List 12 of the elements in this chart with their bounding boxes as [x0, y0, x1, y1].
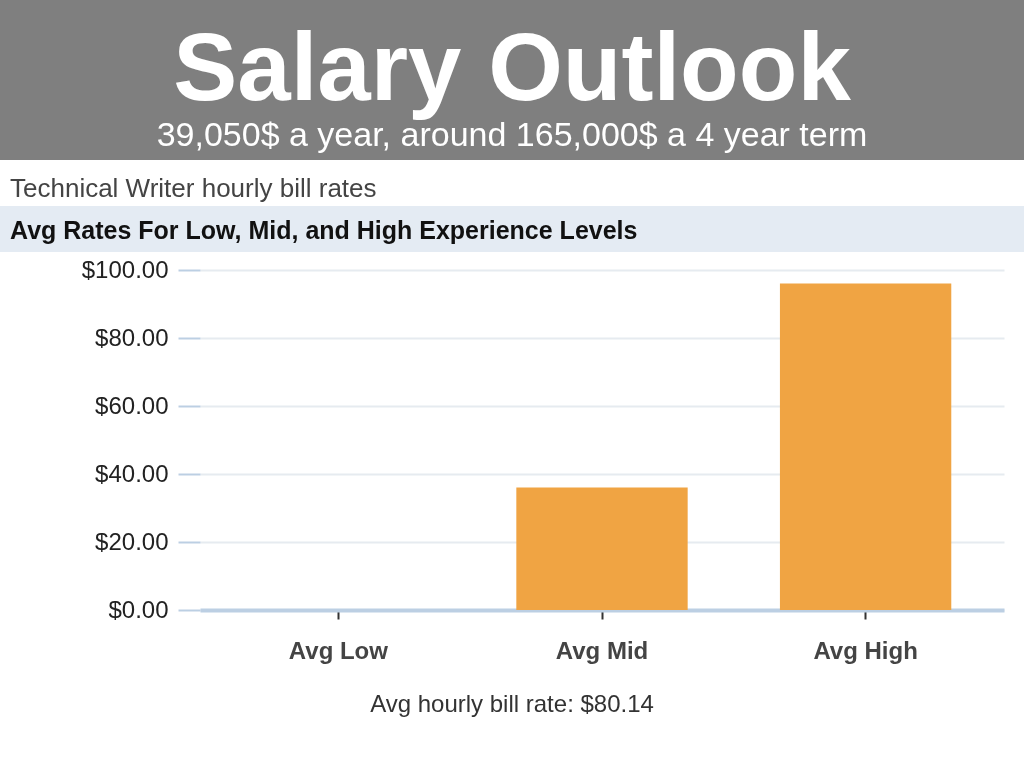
y-tick-label: $0.00 — [108, 595, 169, 623]
y-tick-label: $80.00 — [95, 323, 169, 351]
x-tick-label: Avg High — [813, 636, 918, 664]
y-tick-label: $20.00 — [95, 527, 169, 555]
text: Avg hourly bill rate: $80.14 — [370, 690, 654, 717]
text: Technical Writer hourly bill rates — [10, 173, 377, 203]
x-tick-label: Avg Low — [288, 636, 389, 664]
y-tick-label: $60.00 — [95, 391, 169, 419]
text: Avg Rates For Low, Mid, and High Experience Levels — [10, 216, 638, 244]
y-tick-label: $100.00 — [81, 255, 169, 283]
x-tick-label: Avg Mid — [555, 636, 649, 664]
y-tick-label: $40.00 — [95, 459, 169, 487]
